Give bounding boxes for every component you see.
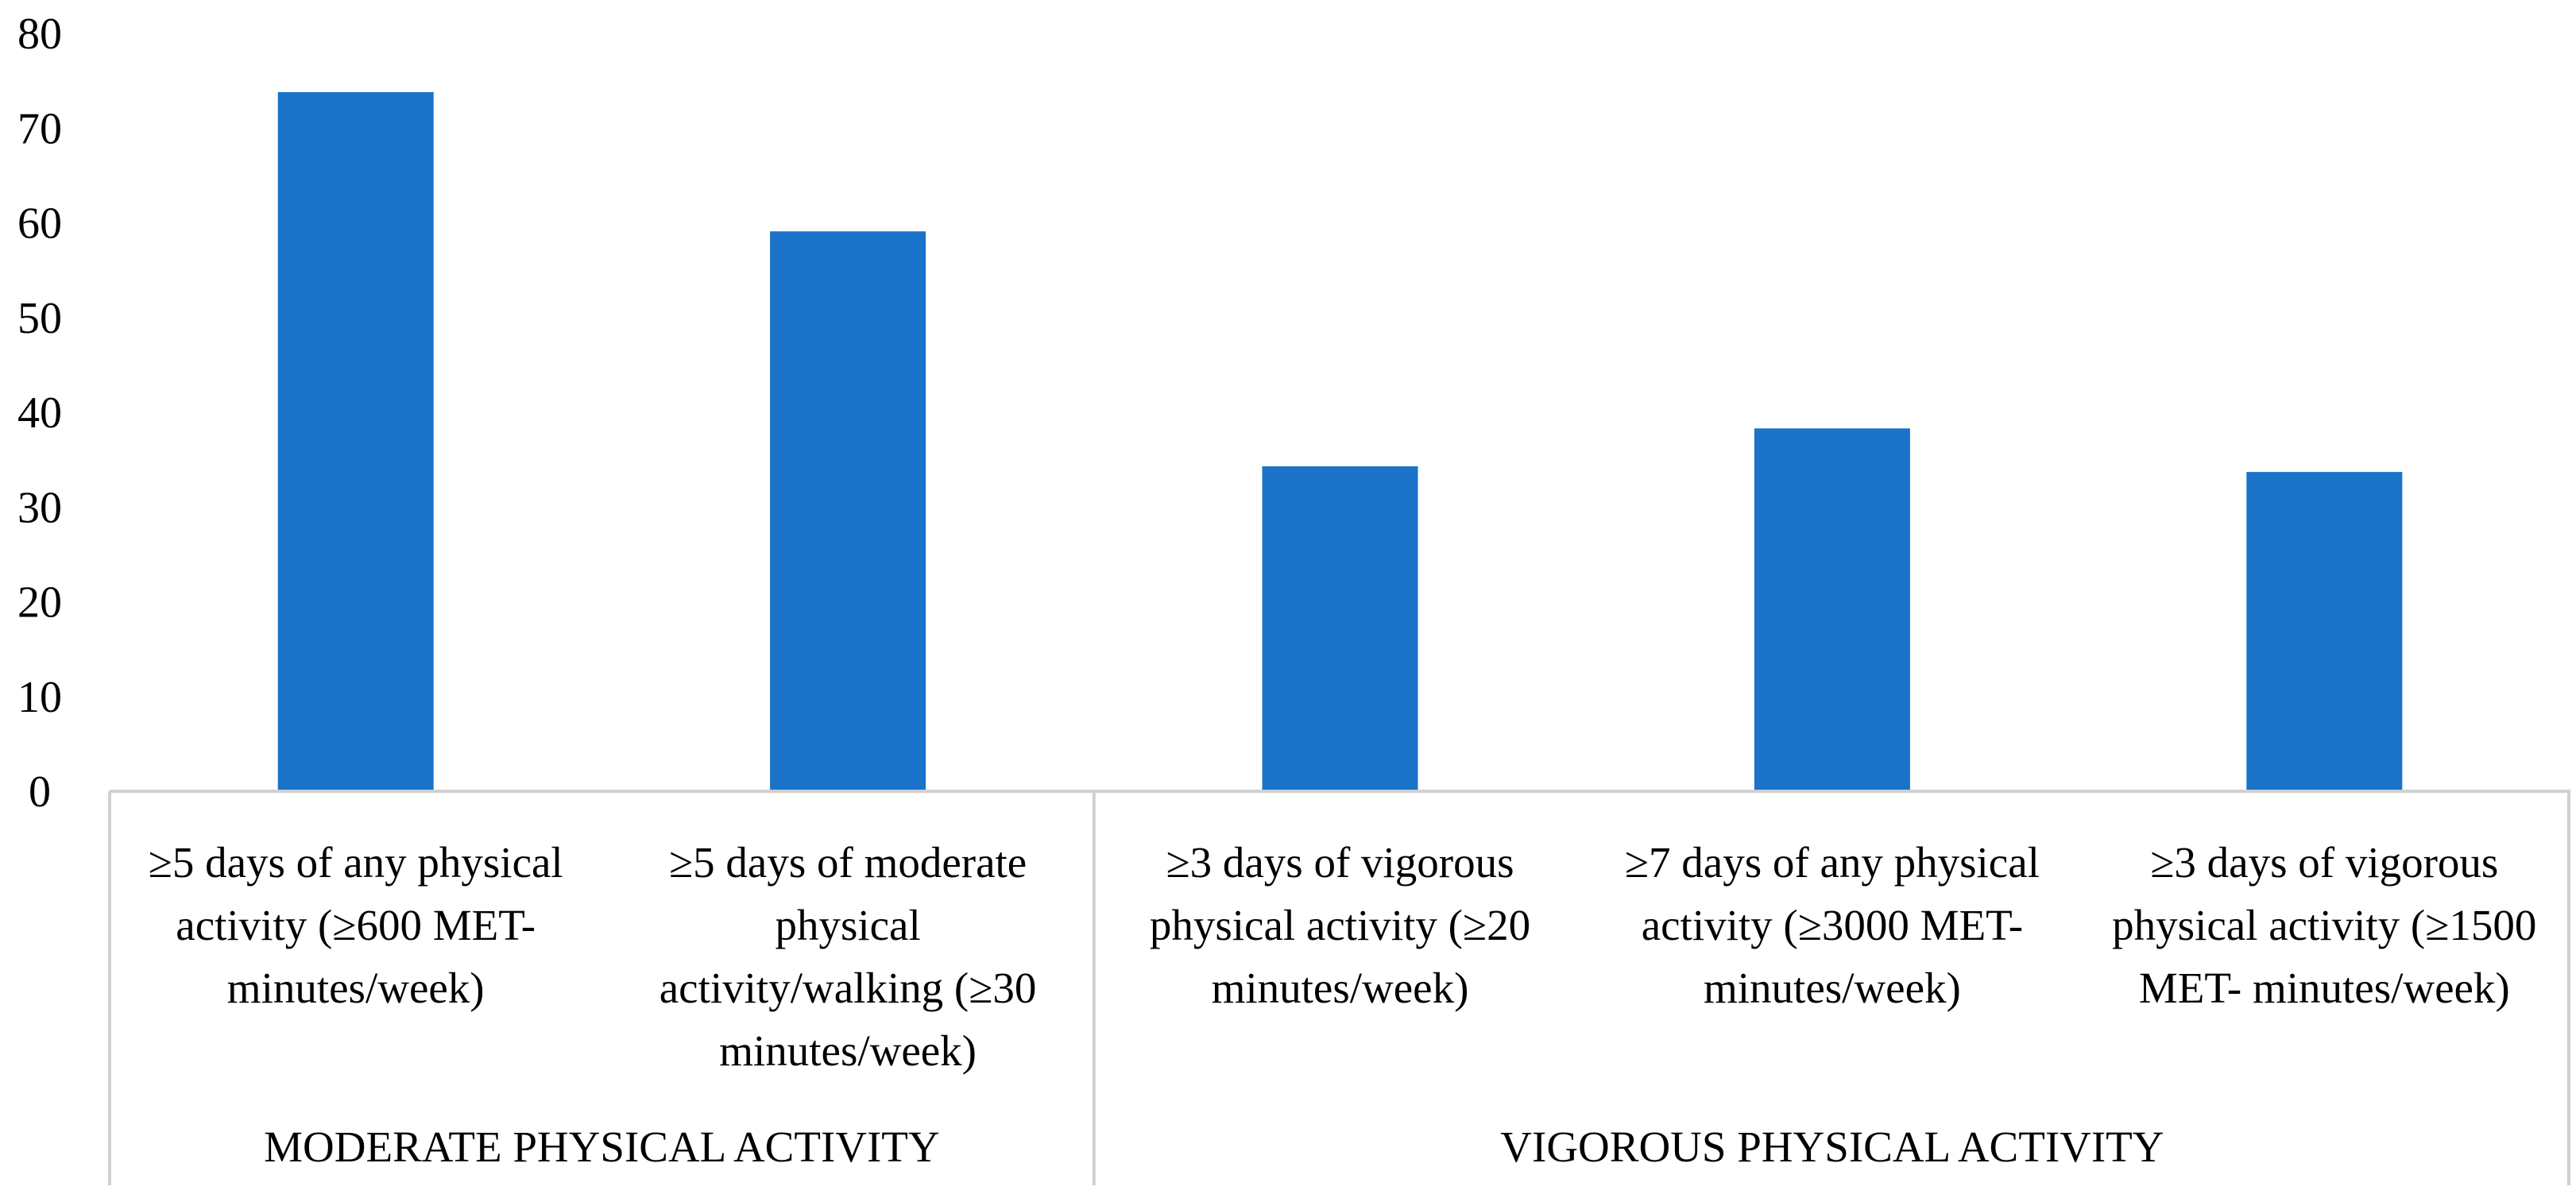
bar bbox=[277, 91, 434, 791]
y-tick-label: 60 bbox=[17, 199, 62, 249]
y-tick-label: 70 bbox=[17, 104, 62, 153]
y-tick-label: 30 bbox=[17, 483, 62, 532]
y-tick-label: 10 bbox=[17, 673, 62, 722]
x-axis bbox=[108, 790, 2570, 1185]
bar bbox=[770, 231, 926, 791]
bar bbox=[2246, 472, 2403, 791]
bars bbox=[277, 91, 2403, 791]
x-tick-label: ≥3 days of vigorous physical activity (≥1… bbox=[2112, 838, 2536, 1012]
group-labels: MODERATE PHYSICAL ACTIVITY VIGOROUS PHYSI… bbox=[264, 1123, 2164, 1171]
x-tick-label: ≥5 days of any physical activity (≥600 ME… bbox=[149, 838, 563, 1012]
x-tick-label: ≥5 days of moderate physical activity/walk… bbox=[659, 838, 1037, 1075]
bar bbox=[1754, 428, 1910, 791]
y-tick-label: 80 bbox=[17, 10, 62, 59]
y-tick-label: 0 bbox=[29, 767, 51, 817]
group-label: MODERATE PHYSICAL ACTIVITY bbox=[264, 1123, 939, 1171]
group-label: VIGOROUS PHYSICAL ACTIVITY bbox=[1500, 1123, 2164, 1171]
x-tick-label: ≥7 days of any physical activity (≥3000 M… bbox=[1625, 838, 2040, 1012]
y-tick-label: 20 bbox=[17, 578, 62, 628]
bar bbox=[1262, 466, 1418, 791]
y-tick-label: 40 bbox=[17, 388, 62, 438]
y-tick-label: 50 bbox=[17, 294, 62, 343]
y-axis-ticks: 0 10 20 30 40 50 60 70 80 bbox=[17, 10, 62, 817]
x-tick-label: ≥3 days of vigorous physical activity (≥2… bbox=[1150, 838, 1530, 1012]
category-labels: ≥5 days of any physical activity (≥600 ME… bbox=[149, 838, 2537, 1075]
